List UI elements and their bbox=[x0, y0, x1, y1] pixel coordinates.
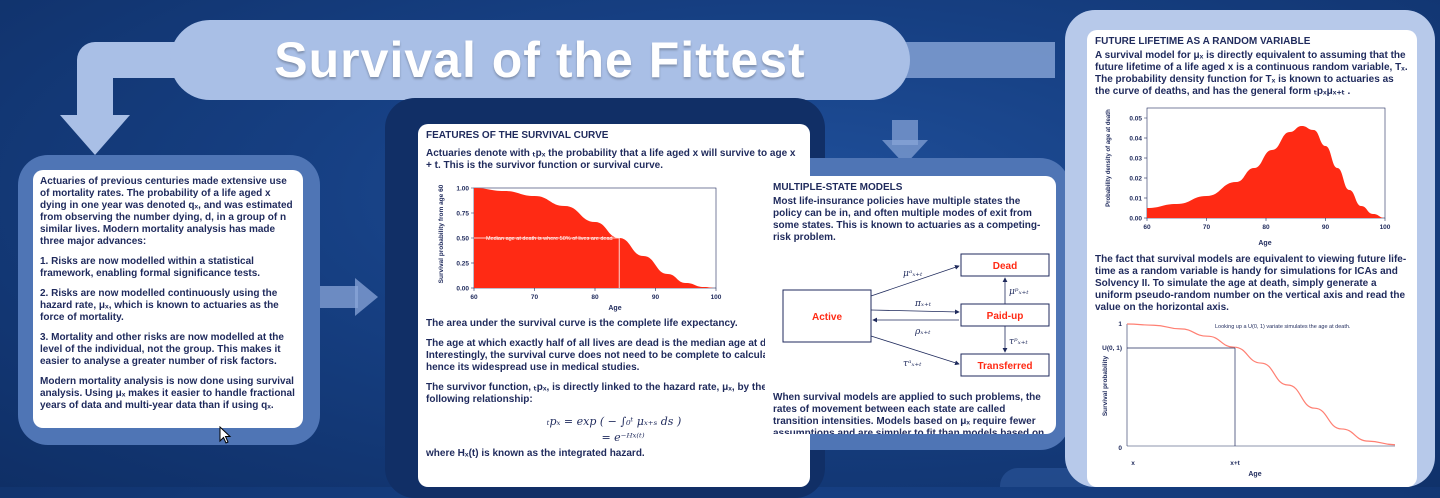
state-dead-label: Dead bbox=[993, 261, 1017, 272]
arrow-active-dead bbox=[870, 265, 960, 297]
state-dead bbox=[960, 253, 1050, 277]
state-active-label: Active bbox=[812, 312, 842, 323]
survival-y-tick-label: 0.00 bbox=[456, 286, 469, 293]
density-x-tick-label: 100 bbox=[1380, 224, 1391, 231]
title-banner bbox=[170, 20, 910, 100]
survival-y-tick-label: 0.75 bbox=[456, 211, 469, 218]
sim-xtick-x: x bbox=[1131, 460, 1135, 467]
features-heading: FEATURES OF THE SURVIVAL CURVE bbox=[426, 130, 609, 141]
density-y-tick-label: 0.04 bbox=[1129, 136, 1142, 143]
intro-panel: Actuaries of previous centuries made ext… bbox=[33, 170, 303, 428]
future-paragraph-1: A survival model for μₓ is directly equi… bbox=[1095, 50, 1408, 97]
hazard-equation-line-1: ₜpₓ = exp ( − ∫₀ᵗ μₓ₊ₛ ds ) bbox=[546, 415, 682, 428]
survival-x-label: Age bbox=[608, 305, 621, 312]
mu-p-label: μᵖₓ₊ₜ bbox=[1009, 287, 1029, 297]
state-transferred-label: Transferred bbox=[977, 361, 1032, 372]
intro-paragraph-5: Modern mortality analysis is now done us… bbox=[40, 376, 295, 411]
features-paragraph-2: The area under the survival curve is the… bbox=[426, 318, 738, 329]
pi-label: πₓ₊ₜ bbox=[914, 299, 932, 309]
survival-y-label: Survival probability from age 60 bbox=[438, 184, 445, 283]
intro-paragraph-4: 3. Mortality and other risks are now mod… bbox=[40, 332, 284, 367]
density-y-tick-label: 0.00 bbox=[1129, 216, 1142, 223]
density-y-tick-label: 0.05 bbox=[1129, 116, 1142, 123]
future-panel: FUTURE LIFETIME AS A RANDOM VARIABLE A s… bbox=[1087, 30, 1417, 487]
survival-curve-chart: 60 70 80 90 100 0.00 0.25 0.50 0.75 1.00 Median a… bbox=[438, 184, 722, 312]
multistate-paragraph-2: When survival models are applied to such… bbox=[773, 392, 1045, 434]
features-paragraph-5: where Hₓ(t) is known as the integrated h… bbox=[426, 448, 645, 459]
density-x-tick-label: 60 bbox=[1143, 224, 1151, 231]
features-panel: FEATURES OF THE SURVIVAL CURVE Actuaries… bbox=[418, 124, 810, 487]
multistate-paragraph-1: Most life-insurance policies have multip… bbox=[773, 196, 1041, 243]
tau-p-label: τᵖₓ₊ₜ bbox=[1009, 337, 1029, 347]
intro-paragraph-3: 2. Risks are now modelled continuously u… bbox=[40, 288, 279, 323]
features-paragraph-3: The age at which exactly half of all liv… bbox=[426, 338, 801, 373]
hazard-equation: ₜpₓ = exp ( − ∫₀ᵗ μₓ₊ₛ ds ) = e⁻ᴴˣ⁽ᵗ⁾ bbox=[426, 414, 802, 446]
sim-ytick-1: 1 bbox=[1118, 321, 1122, 328]
intro-paragraph-1: Actuaries of previous centuries made ext… bbox=[40, 176, 293, 247]
arrow-active-transferred bbox=[870, 335, 960, 366]
hazard-equation-line-2: = e⁻ᴴˣ⁽ᵗ⁾ bbox=[601, 431, 645, 444]
sim-ytick-0: 0 bbox=[1118, 445, 1122, 452]
multistate-heading: MULTIPLE-STATE MODELS bbox=[773, 182, 903, 193]
survival-x-tick-label: 80 bbox=[591, 294, 599, 301]
page-title: Survival of the Fittest bbox=[274, 32, 806, 88]
survival-x-tick-label: 70 bbox=[531, 294, 539, 301]
sim-x-label: Age bbox=[1248, 471, 1261, 478]
density-y-tick-label: 0.03 bbox=[1129, 156, 1142, 163]
multistate-panel: MULTIPLE-STATE MODELS Most life-insuranc… bbox=[765, 176, 1056, 434]
arrow-active-paidup bbox=[870, 309, 960, 315]
multistate-diagram: Active Dead Paid-up Transferred μᵃₓ₊ₜ πₓ… bbox=[782, 253, 1050, 377]
tau-a-label: τᵃₓ₊ₜ bbox=[903, 359, 922, 369]
mouse-cursor-icon bbox=[219, 426, 232, 444]
future-heading: FUTURE LIFETIME AS A RANDOM VARIABLE bbox=[1095, 36, 1311, 47]
rho-label: ρₓ₊ₜ bbox=[914, 327, 931, 337]
simulation-curve bbox=[1126, 323, 1396, 446]
survival-x-tick-label: 100 bbox=[711, 294, 722, 301]
survival-x-tick-label: 60 bbox=[470, 294, 478, 301]
survival-x-tick-label: 90 bbox=[652, 294, 660, 301]
features-paragraph-1: Actuaries denote with ₜpₓ the probabilit… bbox=[426, 148, 796, 171]
density-x-tick-label: 90 bbox=[1322, 224, 1330, 231]
median-annotation: Median age at death is where 50% of live… bbox=[486, 236, 613, 242]
future-paragraph-2: The fact that survival models are equiva… bbox=[1095, 254, 1407, 313]
simulation-annotation: Looking up a U(0, 1) variate simulates t… bbox=[1215, 324, 1351, 330]
sim-ytick-u: U(0, 1) bbox=[1102, 345, 1122, 352]
density-area bbox=[1147, 126, 1385, 218]
features-paragraph-4: The survivor function, ₜpₓ, is directly … bbox=[426, 382, 767, 405]
sim-y-label: Survival probability bbox=[1102, 355, 1109, 416]
mu-a-label: μᵃₓ₊ₜ bbox=[903, 269, 923, 279]
simulation-chart: Looking up a U(0, 1) variate simulates t… bbox=[1102, 321, 1396, 478]
density-x-tick-label: 70 bbox=[1203, 224, 1211, 231]
intro-paragraph-2: 1. Risks are now modelled within a stati… bbox=[40, 256, 261, 279]
state-transferred bbox=[960, 353, 1050, 377]
density-y-label: Probability density of age at death bbox=[1106, 109, 1112, 207]
state-paidup-label: Paid-up bbox=[987, 311, 1024, 322]
density-x-label: Age bbox=[1258, 240, 1271, 247]
density-y-tick-label: 0.01 bbox=[1129, 196, 1142, 203]
survival-y-tick-label: 1.00 bbox=[456, 186, 469, 193]
density-y-tick-label: 0.02 bbox=[1129, 176, 1142, 183]
survival-y-tick-label: 0.50 bbox=[456, 236, 469, 243]
state-active bbox=[782, 289, 872, 343]
survival-y-tick-label: 0.25 bbox=[456, 261, 469, 268]
sim-xtick-xt: x+t bbox=[1230, 460, 1240, 467]
density-x-tick-label: 80 bbox=[1262, 224, 1270, 231]
